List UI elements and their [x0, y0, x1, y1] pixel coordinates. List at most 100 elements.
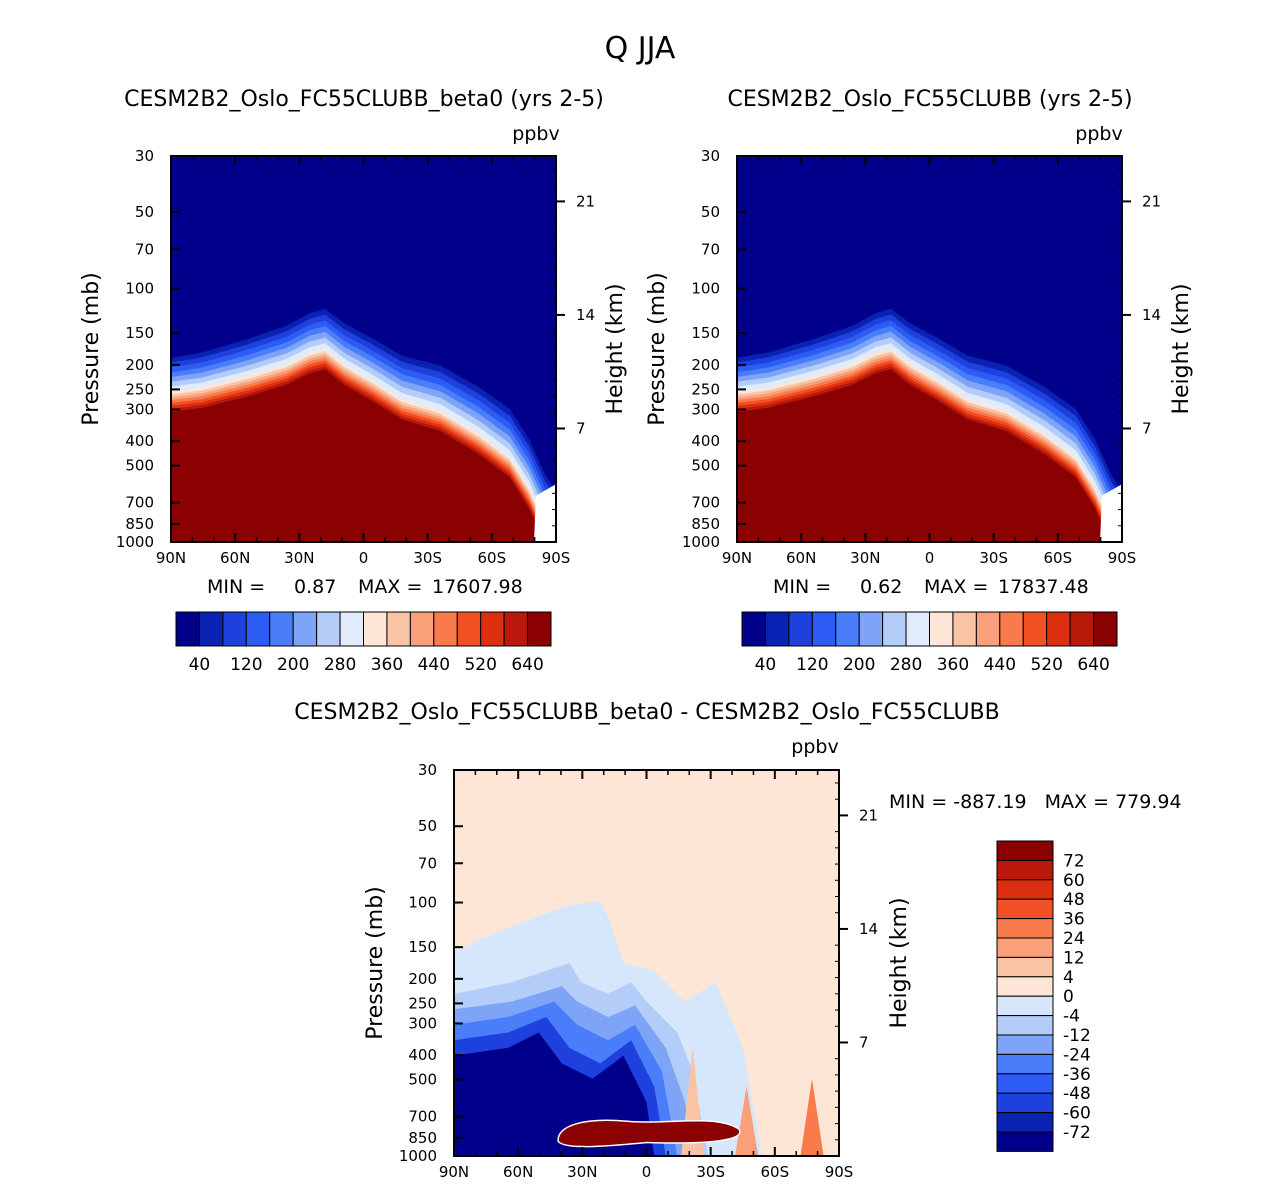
contour-band [800, 1078, 824, 1156]
colorbar-label: 4 [1063, 968, 1074, 988]
x-tick-label: 30N [850, 549, 880, 567]
y-tick-label: 70 [135, 240, 154, 258]
y-tick-label: 400 [408, 1046, 437, 1064]
y2-tick-label: 7 [1142, 419, 1152, 437]
x-tick-label: 60S [478, 549, 507, 567]
x-tick-label: 30S [413, 549, 442, 567]
y2-tick-label: 21 [859, 806, 878, 824]
y-tick-label: 1000 [682, 533, 720, 551]
colorbar-label: -12 [1063, 1026, 1091, 1046]
stats-line: MIN = 0.62 MAX = 17837.48 [773, 576, 1089, 598]
colorbar-swatch [764, 611, 790, 647]
x-tick-label: 60N [503, 1163, 533, 1181]
max-value: 17837.48 [998, 576, 1089, 598]
colorbar-swatch [996, 1112, 1054, 1133]
colorbar: 40 120 200 280 360 440 520 640 [741, 611, 1118, 675]
colorbar-swatch [905, 611, 930, 647]
colorbar-label: 440 [984, 655, 1016, 675]
y-tick-label: 200 [125, 356, 154, 374]
y-tick-label: 300 [691, 400, 720, 418]
stats-line: MIN = -887.19 MAX = 779.94 [889, 791, 1182, 813]
colorbar-swatch [433, 611, 458, 647]
contour-band [737, 369, 1111, 542]
x-tick-label: 90N [722, 549, 752, 567]
y-tick-label: 200 [691, 356, 720, 374]
x-tick-label: 90N [156, 549, 186, 567]
y-tick-label: 250 [125, 380, 154, 398]
colorbar-swatch [996, 956, 1054, 978]
y-tick-label: 850 [408, 1129, 437, 1147]
colorbar-swatch [996, 1015, 1054, 1036]
colorbar-label: 40 [755, 655, 777, 675]
colorbar-label: 280 [890, 655, 922, 675]
y2-tick-label: 21 [1142, 192, 1161, 210]
y-tick-label: 850 [125, 515, 154, 533]
missing-data [1100, 484, 1122, 542]
y-tick-label: 70 [701, 240, 720, 258]
panel-control: CESM2B2_Oslo_FC55CLUBB (yrs 2-5) ppbv 90… [645, 87, 1194, 675]
y2-tick-label: 7 [576, 419, 586, 437]
y-tick-label: 30 [135, 147, 154, 165]
colorbar-label: -36 [1063, 1065, 1091, 1085]
x-tick-label: 90S [825, 1163, 854, 1181]
colorbar-label: 60 [1063, 871, 1085, 891]
x-tick-label: 0 [925, 549, 935, 567]
colorbar-swatch [835, 611, 860, 647]
colorbar-label: 200 [277, 655, 309, 675]
y2-tick-label: 14 [1142, 306, 1161, 324]
colorbar-swatch [996, 1073, 1054, 1094]
y-tick-label: 500 [408, 1071, 437, 1089]
colorbar-label: 72 [1063, 851, 1085, 871]
x-tick-label: 30N [567, 1163, 597, 1181]
y-axis-label: Pressure (mb) [363, 886, 388, 1040]
min-value: 0.62 [860, 576, 902, 598]
colorbar-label: 520 [1030, 655, 1062, 675]
colorbar: 40 120 200 280 360 440 520 640 [175, 611, 552, 675]
colorbar-swatch [1093, 611, 1118, 647]
colorbar-label: 200 [843, 655, 875, 675]
main-title: Q JJA [605, 31, 676, 66]
colorbar-swatch [996, 1034, 1054, 1055]
colorbar-label: -60 [1063, 1104, 1091, 1124]
y2-axis-label: Height (km) [887, 897, 912, 1028]
x-tick-label: 60N [220, 549, 250, 567]
y-tick-label: 150 [408, 938, 437, 956]
y-tick-label: 500 [125, 457, 154, 475]
colorbar-label: 48 [1063, 890, 1085, 910]
colorbar-swatch [503, 611, 529, 647]
colorbar-label: 36 [1063, 910, 1085, 930]
colorbar-swatch [996, 937, 1054, 958]
colorbar-swatch [996, 1053, 1054, 1075]
colorbar-label: 280 [324, 655, 356, 675]
y2-axis-label: Height (km) [1169, 283, 1194, 414]
colorbar-swatch [996, 840, 1054, 861]
x-tick-label: 90S [542, 549, 571, 567]
colorbar-swatch [1022, 611, 1048, 647]
colorbar-label: 640 [1077, 655, 1109, 675]
colorbar-swatch [999, 611, 1024, 647]
colorbar-swatch [996, 879, 1054, 900]
x-tick-label: 30N [284, 549, 314, 567]
y-tick-label: 300 [125, 400, 154, 418]
colorbar-swatch [858, 611, 884, 647]
x-tick-label: 60S [761, 1163, 790, 1181]
colorbar-swatch [996, 898, 1054, 920]
y-tick-label: 400 [691, 432, 720, 450]
y-axis-label: Pressure (mb) [79, 272, 104, 426]
colorbar-swatch [996, 995, 1054, 1017]
colorbar-label: -72 [1063, 1123, 1091, 1143]
colorbar-swatch [996, 1092, 1054, 1114]
colorbar-swatch [222, 611, 247, 647]
colorbar-swatch [882, 611, 907, 647]
colorbar-swatch [527, 611, 552, 647]
units-label: ppbv [791, 736, 838, 758]
y-tick-label: 50 [701, 203, 720, 221]
colorbar-swatch [269, 611, 294, 647]
min-label: MIN = [773, 576, 831, 598]
x-tick-label: 90N [439, 1163, 469, 1181]
missing-data [534, 484, 556, 542]
colorbar-swatch [292, 611, 318, 647]
contour-band [735, 1086, 759, 1156]
colorbar-swatch [1069, 611, 1095, 647]
colorbar-label: 520 [464, 655, 496, 675]
